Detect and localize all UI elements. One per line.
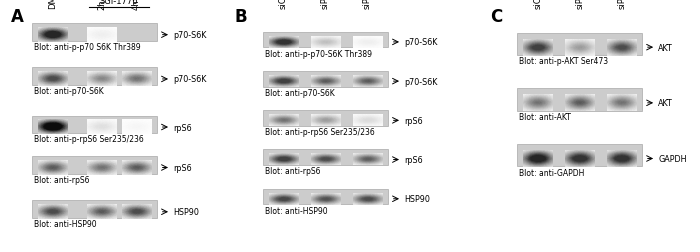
Bar — [32, 156, 157, 174]
Bar — [32, 68, 157, 86]
Text: p70-S6K: p70-S6K — [404, 77, 438, 86]
Text: A: A — [10, 8, 23, 25]
Text: siPIM1: siPIM1 — [321, 0, 330, 9]
Text: siCTRL: siCTRL — [533, 0, 542, 9]
Bar — [263, 111, 388, 126]
Text: Blot: anti-rpS6: Blot: anti-rpS6 — [265, 167, 321, 176]
Bar — [32, 116, 157, 134]
Bar — [32, 24, 157, 42]
Text: p70-S6K: p70-S6K — [173, 75, 206, 84]
Bar — [263, 33, 388, 48]
Text: AKT: AKT — [658, 99, 673, 108]
Bar — [517, 89, 642, 111]
Bar — [32, 200, 157, 218]
Text: Blot: anti-AKT: Blot: anti-AKT — [519, 112, 571, 121]
Bar — [517, 34, 642, 56]
Text: Blot: anti-p70-S6K: Blot: anti-p70-S6K — [265, 88, 335, 98]
Text: siPIM2: siPIM2 — [617, 0, 626, 9]
Text: p70-S6K: p70-S6K — [173, 31, 206, 40]
Text: HSP90: HSP90 — [404, 195, 430, 203]
Text: Blot: anti-HSP90: Blot: anti-HSP90 — [265, 206, 328, 215]
Text: Blot: anti-rpS6: Blot: anti-rpS6 — [34, 175, 90, 184]
Text: SGI-1776: SGI-1776 — [99, 0, 139, 6]
Bar — [517, 144, 642, 167]
Text: 4h: 4h — [132, 0, 141, 10]
Text: p70-S6K: p70-S6K — [404, 38, 438, 47]
Text: Blot: anti-p-AKT Ser473: Blot: anti-p-AKT Ser473 — [519, 57, 608, 66]
Text: Blot: anti-p70-S6K: Blot: anti-p70-S6K — [34, 87, 104, 96]
Bar — [263, 72, 388, 87]
Text: C: C — [490, 8, 502, 25]
Text: B: B — [234, 8, 247, 25]
Text: rpS6: rpS6 — [404, 155, 423, 164]
Text: siPIM1: siPIM1 — [575, 0, 584, 9]
Text: Blot: anti-p-p70-S6K Thr389: Blot: anti-p-p70-S6K Thr389 — [265, 49, 372, 58]
Text: Blot: anti-HSP90: Blot: anti-HSP90 — [34, 219, 97, 228]
Text: GAPDH: GAPDH — [658, 154, 687, 163]
Bar — [263, 189, 388, 204]
Text: AKT: AKT — [658, 44, 673, 52]
Text: rpS6: rpS6 — [173, 123, 192, 132]
Text: siCTRL: siCTRL — [279, 0, 288, 9]
Text: Blot: anti-p-rpS6 Ser235/236: Blot: anti-p-rpS6 Ser235/236 — [34, 135, 143, 144]
Text: siPIM2: siPIM2 — [363, 0, 372, 9]
Text: Blot: anti-p-p70 S6K Thr389: Blot: anti-p-p70 S6K Thr389 — [34, 43, 141, 52]
Text: 2h: 2h — [97, 0, 106, 10]
Text: Blot: anti-GAPDH: Blot: anti-GAPDH — [519, 168, 584, 177]
Text: rpS6: rpS6 — [173, 163, 192, 172]
Text: HSP90: HSP90 — [173, 207, 199, 216]
Text: Blot: anti-p-rpS6 Ser235/236: Blot: anti-p-rpS6 Ser235/236 — [265, 128, 374, 137]
Text: DMSO: DMSO — [48, 0, 57, 9]
Bar — [263, 150, 388, 165]
Text: rpS6: rpS6 — [404, 116, 423, 125]
